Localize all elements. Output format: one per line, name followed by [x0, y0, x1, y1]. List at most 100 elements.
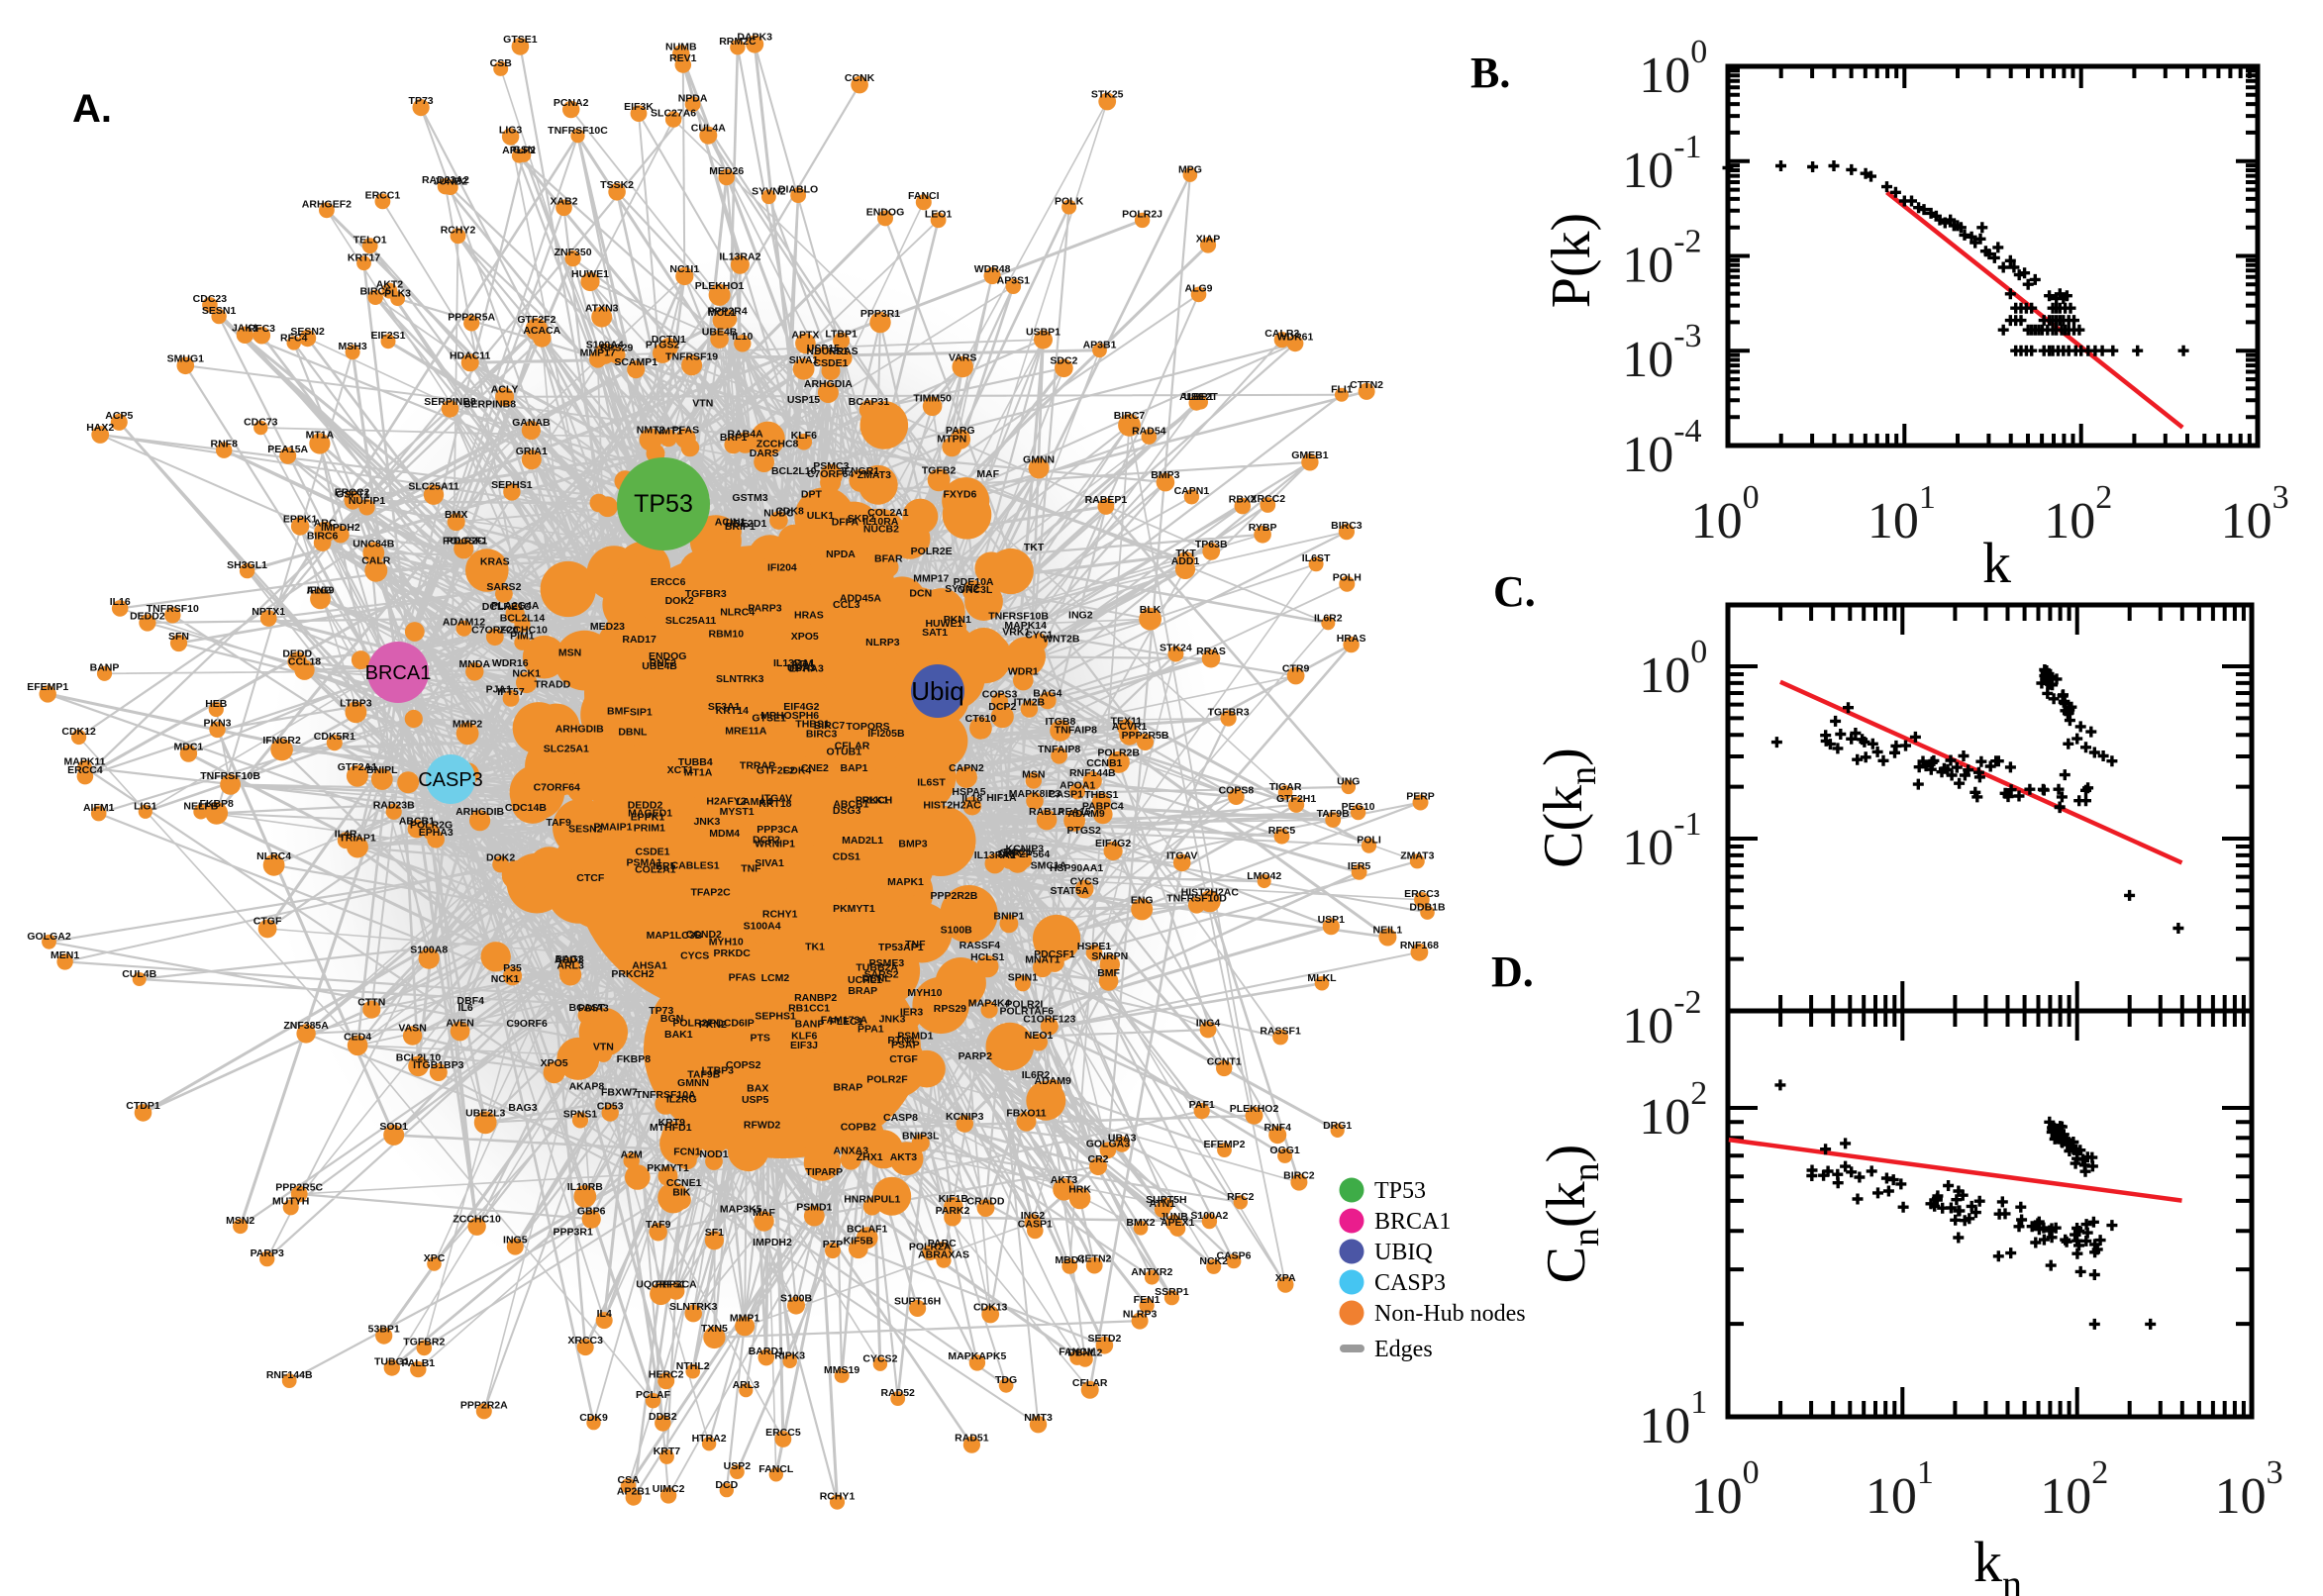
svg-text:BCAP31: BCAP31 — [849, 396, 890, 408]
svg-text:KRT7: KRT7 — [654, 1446, 681, 1457]
svg-text:TFAP2C: TFAP2C — [690, 886, 731, 898]
svg-text:RNF168: RNF168 — [1400, 940, 1439, 951]
svg-text:RASSF1: RASSF1 — [1260, 1026, 1301, 1038]
svg-text:SIP1: SIP1 — [630, 706, 653, 718]
svg-text:KRT18: KRT18 — [758, 798, 791, 810]
svg-text:POLR2C: POLR2C — [443, 535, 485, 547]
svg-text:PSMD1: PSMD1 — [897, 1031, 933, 1043]
svg-text:CAPN1: CAPN1 — [1174, 485, 1210, 497]
svg-text:RIPK3: RIPK3 — [774, 1349, 805, 1361]
svg-text:HERC2: HERC2 — [649, 1368, 684, 1380]
svg-text:NPTX1: NPTX1 — [252, 606, 285, 618]
svg-text:TSSK2: TSSK2 — [600, 179, 634, 191]
svg-text:ATXN3: ATXN3 — [585, 303, 619, 315]
svg-text:MMP2: MMP2 — [453, 718, 482, 730]
svg-text:SEPHS1: SEPHS1 — [491, 479, 533, 491]
svg-text:ANTXR2: ANTXR2 — [1131, 1266, 1172, 1278]
svg-text:RAD51: RAD51 — [955, 1433, 989, 1445]
svg-text:PRKCH: PRKCH — [856, 795, 892, 807]
svg-text:RNF2: RNF2 — [650, 657, 677, 669]
svg-text:BRCA1: BRCA1 — [365, 662, 432, 684]
svg-text:TXN5: TXN5 — [701, 1323, 728, 1335]
svg-text:SOD1: SOD1 — [379, 1121, 408, 1133]
svg-text:ARHGDIB: ARHGDIB — [455, 806, 504, 818]
svg-text:USP1: USP1 — [1318, 914, 1346, 926]
svg-text:SETD2: SETD2 — [1087, 1333, 1121, 1345]
svg-text:CTGF: CTGF — [253, 916, 282, 928]
svg-text:ITGB8: ITGB8 — [1045, 716, 1075, 728]
svg-text:CDK8: CDK8 — [775, 506, 804, 518]
svg-text:TP53: TP53 — [634, 490, 693, 518]
svg-text:Non-Hub nodes: Non-Hub nodes — [1374, 1301, 1526, 1327]
svg-text:BNIP3L: BNIP3L — [902, 1130, 940, 1142]
svg-text:CDK12: CDK12 — [61, 726, 96, 738]
svg-text:PDIA3: PDIA3 — [578, 1003, 609, 1015]
svg-text:FLI1: FLI1 — [1331, 384, 1353, 396]
svg-text:HSP90AA1: HSP90AA1 — [1050, 862, 1103, 874]
svg-text:EIF4G2: EIF4G2 — [1095, 838, 1131, 849]
svg-text:KIF5B: KIF5B — [844, 1235, 874, 1247]
svg-text:H2AFY2: H2AFY2 — [706, 795, 746, 807]
svg-text:NPDA: NPDA — [826, 549, 856, 560]
svg-text:BIRC2: BIRC2 — [1283, 1170, 1315, 1182]
svg-text:Cn(kn): Cn(kn) — [1536, 1145, 1607, 1284]
svg-text:SLC25A11: SLC25A11 — [665, 615, 717, 627]
svg-text:BRCA1: BRCA1 — [1374, 1209, 1451, 1235]
svg-text:MEN1: MEN1 — [50, 949, 79, 961]
svg-text:TNFRSF10C: TNFRSF10C — [548, 125, 608, 137]
svg-text:AP3S1: AP3S1 — [997, 274, 1030, 286]
svg-text:MSN2: MSN2 — [226, 1215, 254, 1227]
svg-text:ADAM12: ADAM12 — [443, 617, 485, 629]
svg-text:RFC5: RFC5 — [1268, 825, 1296, 837]
svg-text:HEB: HEB — [205, 698, 228, 710]
svg-text:PPP3R1: PPP3R1 — [554, 1227, 593, 1239]
svg-text:RAD23A2: RAD23A2 — [422, 174, 469, 186]
svg-text:BMF: BMF — [607, 706, 630, 718]
svg-text:DCTN1: DCTN1 — [652, 334, 686, 346]
svg-text:NEIL1: NEIL1 — [1373, 925, 1403, 937]
svg-text:ALG9: ALG9 — [306, 585, 334, 597]
svg-text:BNIP1: BNIP1 — [993, 911, 1024, 923]
svg-text:CFLAR: CFLAR — [835, 741, 870, 752]
svg-text:SIVA1: SIVA1 — [789, 354, 819, 366]
svg-text:BIRC7: BIRC7 — [814, 720, 846, 732]
svg-text:ARHGEF2: ARHGEF2 — [302, 198, 352, 210]
svg-text:Edges: Edges — [1374, 1337, 1433, 1362]
svg-text:PABPC4: PABPC4 — [1082, 801, 1124, 813]
svg-text:BARD1: BARD1 — [749, 1346, 784, 1357]
svg-text:IL10RA: IL10RA — [862, 516, 899, 528]
svg-text:PTGS2: PTGS2 — [1066, 825, 1101, 837]
svg-text:ABRAXAS: ABRAXAS — [918, 1249, 969, 1261]
svg-text:RABEP1: RABEP1 — [1085, 494, 1128, 506]
svg-text:RRM2C: RRM2C — [719, 36, 757, 48]
svg-text:ACLY: ACLY — [491, 383, 519, 395]
svg-text:MNDA: MNDA — [459, 658, 491, 670]
svg-text:DPT: DPT — [801, 488, 823, 500]
svg-text:SDC2: SDC2 — [1050, 355, 1077, 367]
svg-text:FKBP8: FKBP8 — [199, 798, 234, 810]
svg-text:TELO1: TELO1 — [354, 234, 387, 246]
svg-text:SLNTRK3: SLNTRK3 — [716, 673, 764, 685]
svg-text:PLK3: PLK3 — [384, 287, 411, 299]
svg-text:GTF2F2: GTF2F2 — [517, 314, 556, 326]
svg-text:RBM10: RBM10 — [709, 629, 745, 641]
svg-text:P(k): P(k) — [1541, 213, 1602, 308]
svg-text:XRCC2: XRCC2 — [1251, 493, 1286, 505]
svg-text:TUBB2A: TUBB2A — [856, 962, 898, 974]
svg-text:RNF144B: RNF144B — [1069, 767, 1116, 779]
svg-text:S100B: S100B — [780, 1293, 813, 1305]
svg-text:TGFBR3: TGFBR3 — [685, 588, 727, 600]
svg-text:WNT2B: WNT2B — [1043, 633, 1080, 645]
svg-text:PCLAF: PCLAF — [636, 1389, 671, 1401]
svg-text:AKAP8: AKAP8 — [569, 1080, 605, 1092]
svg-text:ABCB1: ABCB1 — [399, 816, 435, 828]
svg-text:ATN1: ATN1 — [1149, 1198, 1175, 1210]
svg-text:EIF4G2: EIF4G2 — [783, 701, 819, 713]
svg-text:HRAS: HRAS — [1337, 633, 1366, 645]
svg-text:PIM1: PIM1 — [510, 631, 535, 643]
svg-text:STAT5A: STAT5A — [1050, 885, 1089, 897]
svg-text:SMC1A: SMC1A — [1031, 860, 1067, 872]
svg-text:BMX2: BMX2 — [1126, 1217, 1155, 1229]
svg-text:TP63B: TP63B — [1195, 539, 1228, 550]
svg-text:IL10RB: IL10RB — [567, 1181, 604, 1193]
